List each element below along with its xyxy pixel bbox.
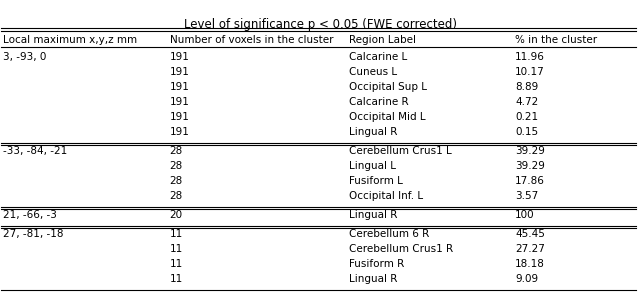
- Text: 191: 191: [170, 127, 189, 137]
- Text: 191: 191: [170, 67, 189, 77]
- Text: 21, -66, -3: 21, -66, -3: [3, 210, 57, 220]
- Text: 20: 20: [170, 210, 183, 220]
- Text: 191: 191: [170, 112, 189, 122]
- Text: Lingual L: Lingual L: [349, 161, 396, 171]
- Text: 4.72: 4.72: [515, 97, 538, 107]
- Text: Level of significance p < 0.05 (FWE corrected): Level of significance p < 0.05 (FWE corr…: [184, 18, 456, 31]
- Text: 28: 28: [170, 146, 183, 156]
- Text: 11: 11: [170, 274, 183, 284]
- Text: Lingual R: Lingual R: [349, 210, 397, 220]
- Text: Fusiform L: Fusiform L: [349, 176, 403, 186]
- Text: 3.57: 3.57: [515, 191, 538, 201]
- Text: 191: 191: [170, 82, 189, 92]
- Text: Occipital Mid L: Occipital Mid L: [349, 112, 426, 122]
- Text: 11: 11: [170, 244, 183, 254]
- Text: 8.89: 8.89: [515, 82, 538, 92]
- Text: Local maximum x,y,z mm: Local maximum x,y,z mm: [3, 35, 138, 45]
- Text: 191: 191: [170, 52, 189, 62]
- Text: Cerebellum Crus1 L: Cerebellum Crus1 L: [349, 146, 452, 156]
- Text: 10.17: 10.17: [515, 67, 545, 77]
- Text: Lingual R: Lingual R: [349, 127, 397, 137]
- Text: -33, -84, -21: -33, -84, -21: [3, 146, 67, 156]
- Text: 39.29: 39.29: [515, 161, 545, 171]
- Text: 3, -93, 0: 3, -93, 0: [3, 52, 47, 62]
- Text: % in the cluster: % in the cluster: [515, 35, 597, 45]
- Text: Fusiform R: Fusiform R: [349, 259, 404, 269]
- Text: 28: 28: [170, 161, 183, 171]
- Text: 27.27: 27.27: [515, 244, 545, 254]
- Text: 0.21: 0.21: [515, 112, 538, 122]
- Text: Cuneus L: Cuneus L: [349, 67, 397, 77]
- Text: 45.45: 45.45: [515, 229, 545, 239]
- Text: Lingual R: Lingual R: [349, 274, 397, 284]
- Text: Region Label: Region Label: [349, 35, 416, 45]
- Text: Occipital Sup L: Occipital Sup L: [349, 82, 427, 92]
- Text: 39.29: 39.29: [515, 146, 545, 156]
- Text: 28: 28: [170, 176, 183, 186]
- Text: 28: 28: [170, 191, 183, 201]
- Text: 27, -81, -18: 27, -81, -18: [3, 229, 64, 239]
- Text: 11.96: 11.96: [515, 52, 545, 62]
- Text: Cerebellum Crus1 R: Cerebellum Crus1 R: [349, 244, 453, 254]
- Text: 100: 100: [515, 210, 535, 220]
- Text: Occipital Inf. L: Occipital Inf. L: [349, 191, 423, 201]
- Text: 0.15: 0.15: [515, 127, 538, 137]
- Text: Calcarine R: Calcarine R: [349, 97, 408, 107]
- Text: 11: 11: [170, 229, 183, 239]
- Text: Cerebellum 6 R: Cerebellum 6 R: [349, 229, 429, 239]
- Text: 11: 11: [170, 259, 183, 269]
- Text: Number of voxels in the cluster: Number of voxels in the cluster: [170, 35, 333, 45]
- Text: 9.09: 9.09: [515, 274, 538, 284]
- Text: Calcarine L: Calcarine L: [349, 52, 407, 62]
- Text: 18.18: 18.18: [515, 259, 545, 269]
- Text: 191: 191: [170, 97, 189, 107]
- Text: 17.86: 17.86: [515, 176, 545, 186]
